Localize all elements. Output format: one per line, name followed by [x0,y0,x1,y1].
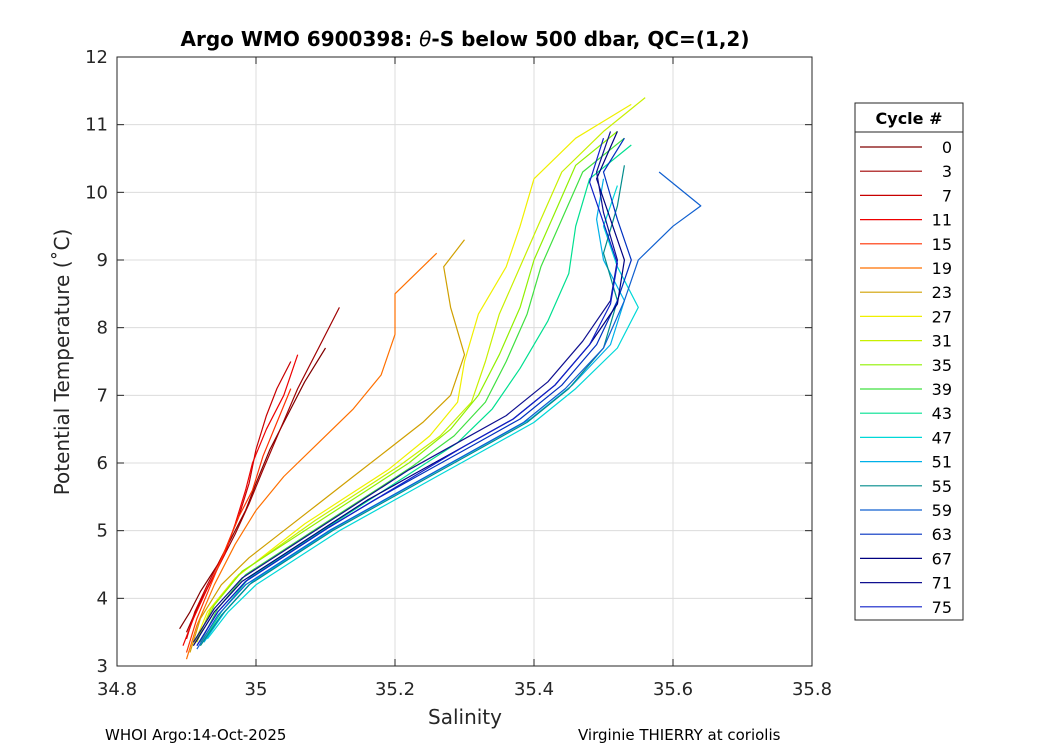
legend-label-51: 51 [932,453,952,472]
y-tick-label: 7 [97,385,108,406]
legend-title: Cycle # [876,109,943,128]
series-layer [179,97,702,660]
series-line-cycle-7 [185,361,292,640]
legend-label-43: 43 [932,404,952,423]
chart-title-part-2: -S below 500 dbar, QC=(1,2) [431,27,749,51]
legend-label-7: 7 [942,186,952,205]
x-axis-label: Salinity [428,705,502,729]
y-tick-label: 11 [85,115,108,136]
y-tick-label: 8 [97,318,108,339]
legend-label-75: 75 [932,598,952,617]
legend-label-19: 19 [932,259,952,278]
legend-label-31: 31 [932,332,952,351]
y-tick-label: 3 [97,656,108,677]
y-axis-label: Potential Temperature (˚C) [50,229,74,496]
series-line-cycle-71 [192,131,618,643]
legend-label-15: 15 [932,235,952,254]
footer-source: WHOI Argo:14-Oct-2025 [105,726,287,744]
y-tick-label: 5 [97,521,108,542]
series-line-cycle-39 [199,137,625,643]
legend-label-3: 3 [942,162,952,181]
legend-label-63: 63 [932,525,952,544]
x-tick-label: 35 [245,679,268,700]
legend-label-67: 67 [932,549,952,568]
legend-items: 0 3 7 11 15 19 23 27 31 35 39 43 47 51 55 59 63 67 71 75 [860,138,952,617]
legend-label-0: 0 [942,138,952,157]
legend-label-59: 59 [932,501,952,520]
legend-label-23: 23 [932,283,952,302]
x-tick-label: 34.8 [97,679,137,700]
x-tick-label: 35.4 [514,679,554,700]
series-line-cycle-15 [185,388,292,653]
x-tick-label: 35.6 [653,679,693,700]
series-line-cycle-11 [182,354,299,646]
y-tick-label: 9 [97,250,108,271]
x-tick-label: 35.2 [375,679,415,700]
axis-ticks: 34.8 35 35.2 35.4 35.6 35.8 3 4 5 6 7 8 9 10 11 12 [85,47,832,700]
legend-label-47: 47 [932,428,952,447]
legend-label-71: 71 [932,574,952,593]
y-tick-label: 4 [97,588,108,609]
chart-title-part-1: Argo WMO 6900398: [181,27,420,51]
chart-title-theta: θ [419,27,431,51]
series-line-cycle-19 [185,252,438,660]
legend-label-27: 27 [932,307,952,326]
series-line-cycle-23 [189,239,466,653]
y-tick-label: 6 [97,453,108,474]
x-tick-label: 35.8 [792,679,832,700]
series-line-cycle-59 [196,171,702,650]
footer-author: Virginie THIERRY at coriolis [578,726,781,744]
legend: Cycle # 0 3 7 11 15 19 23 27 31 35 39 43 47 51 55 59 63 6… [854,102,964,621]
legend-label-11: 11 [932,211,952,230]
series-line-cycle-75 [196,138,618,647]
legend-label-39: 39 [932,380,952,399]
plot-frame [116,56,813,667]
series-line-cycle-55 [199,165,625,647]
legend-label-55: 55 [932,477,952,496]
y-tick-label: 10 [85,182,108,203]
chart-title: Argo WMO 6900398: θ-S below 500 dbar, QC… [181,27,750,51]
legend-label-35: 35 [932,356,952,375]
series-line-cycle-35 [196,130,618,640]
y-tick-label: 12 [85,47,108,68]
